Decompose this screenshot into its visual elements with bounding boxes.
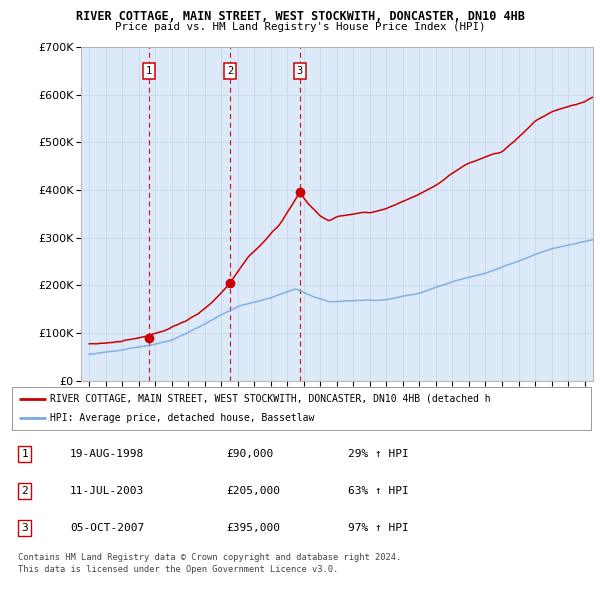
Text: RIVER COTTAGE, MAIN STREET, WEST STOCKWITH, DONCASTER, DN10 4HB: RIVER COTTAGE, MAIN STREET, WEST STOCKWI…	[76, 10, 524, 23]
Text: 19-AUG-1998: 19-AUG-1998	[70, 450, 144, 460]
Text: RIVER COTTAGE, MAIN STREET, WEST STOCKWITH, DONCASTER, DN10 4HB (detached h: RIVER COTTAGE, MAIN STREET, WEST STOCKWI…	[50, 394, 490, 404]
Text: 29% ↑ HPI: 29% ↑ HPI	[348, 450, 409, 460]
Text: 1: 1	[22, 450, 28, 460]
Text: 05-OCT-2007: 05-OCT-2007	[70, 523, 144, 533]
Text: 3: 3	[297, 66, 303, 76]
Text: 63% ↑ HPI: 63% ↑ HPI	[348, 486, 409, 496]
Text: 2: 2	[22, 486, 28, 496]
Text: £395,000: £395,000	[226, 523, 280, 533]
Text: 97% ↑ HPI: 97% ↑ HPI	[348, 523, 409, 533]
Text: This data is licensed under the Open Government Licence v3.0.: This data is licensed under the Open Gov…	[18, 565, 338, 574]
Text: Contains HM Land Registry data © Crown copyright and database right 2024.: Contains HM Land Registry data © Crown c…	[18, 553, 401, 562]
Text: £90,000: £90,000	[226, 450, 274, 460]
Text: HPI: Average price, detached house, Bassetlaw: HPI: Average price, detached house, Bass…	[50, 413, 314, 423]
Text: £205,000: £205,000	[226, 486, 280, 496]
Text: 11-JUL-2003: 11-JUL-2003	[70, 486, 144, 496]
Text: 3: 3	[22, 523, 28, 533]
Text: Price paid vs. HM Land Registry's House Price Index (HPI): Price paid vs. HM Land Registry's House …	[115, 22, 485, 32]
Text: 1: 1	[146, 66, 152, 76]
Text: 2: 2	[227, 66, 233, 76]
